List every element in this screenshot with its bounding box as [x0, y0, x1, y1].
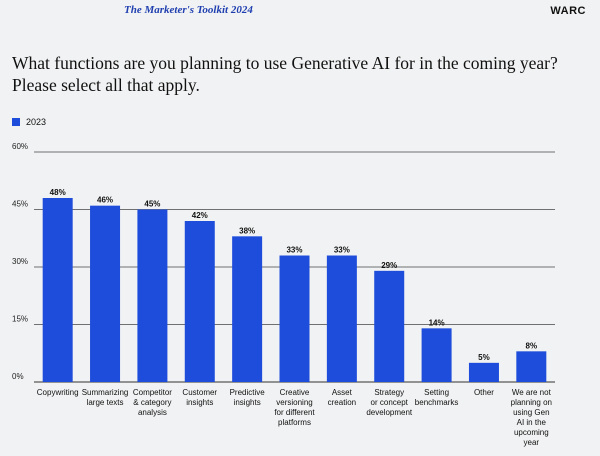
x-tick-label-line: year: [524, 438, 540, 447]
x-tick-label-line: Creative: [280, 388, 310, 397]
x-tick-label-line: & category: [133, 398, 171, 407]
x-tick-label-line: platforms: [278, 418, 311, 427]
chart-legend: 2023: [12, 116, 46, 128]
data-label: 38%: [239, 226, 255, 235]
x-tick-label: Asset creation: [328, 388, 356, 407]
data-label: 42%: [192, 211, 208, 220]
x-tick-label: Strategy or concept development: [366, 388, 413, 417]
data-label: 46%: [97, 196, 113, 205]
data-label: 48%: [50, 188, 66, 197]
bar: [42, 198, 73, 382]
y-tick-label: 60%: [12, 142, 28, 151]
x-tick-label-line: using Gen: [513, 408, 549, 417]
bar: [516, 351, 547, 382]
x-tick-label-line: creation: [328, 398, 356, 407]
x-tick-label-line: Customer: [182, 388, 217, 397]
bar: [137, 209, 168, 382]
x-tick-label-line: insights: [234, 398, 261, 407]
x-tick-label: Competitor & category analysis: [133, 388, 172, 417]
x-tick-label-line: for different: [274, 408, 315, 417]
x-tick-label: Other: [474, 388, 494, 397]
x-tick-label-line: benchmarks: [415, 398, 459, 407]
data-label: 5%: [478, 353, 490, 362]
x-tick-label: Customer insights: [182, 388, 217, 407]
x-tick-label-line: Other: [474, 388, 494, 397]
y-tick-label: 30%: [12, 257, 28, 266]
x-tick-label-line: Predictive: [230, 388, 266, 397]
x-tick-label-line: analysis: [138, 408, 167, 417]
x-tick-label-line: large texts: [87, 398, 124, 407]
x-tick-label-line: development: [366, 408, 413, 417]
x-tick-label: Summarizing large texts: [82, 388, 129, 407]
data-label: 33%: [286, 246, 302, 255]
x-tick-label-line: AI in the: [517, 418, 547, 427]
x-tick-label-line: versioning: [276, 398, 312, 407]
legend-swatch: [12, 118, 20, 126]
x-tick-label-line: Strategy: [374, 388, 404, 397]
x-tick-label: Copywriting: [37, 388, 79, 397]
y-tick-label: 0%: [12, 372, 24, 381]
data-label: 14%: [429, 318, 445, 327]
x-tick-label-line: insights: [186, 398, 213, 407]
x-tick-label-line: or concept: [371, 398, 409, 407]
x-tick-label-line: We are not: [512, 388, 552, 397]
x-tick-label-line: Setting: [424, 388, 449, 397]
x-tick-label: We are not planning on using Gen AI in the u…: [511, 388, 552, 447]
data-label: 8%: [526, 341, 538, 350]
bar: [468, 362, 499, 382]
bar: [421, 328, 452, 382]
x-tick-label-line: Asset: [332, 388, 353, 397]
data-label: 29%: [381, 261, 397, 270]
y-tick-label: 45%: [12, 200, 28, 209]
bar: [90, 205, 121, 382]
legend-label: 2023: [26, 117, 47, 127]
x-tick-label-line: Summarizing: [82, 388, 129, 397]
bar: [326, 255, 357, 382]
x-tick-label: Creative versioning for different platforms: [274, 388, 315, 427]
x-tick-label-line: planning on: [511, 398, 552, 407]
data-label: 33%: [334, 246, 350, 255]
x-tick-label-line: upcoming: [514, 428, 549, 437]
bar: [232, 236, 263, 382]
brand-logo: WARC: [550, 5, 586, 17]
chart-title: What functions are you planning to use G…: [12, 53, 558, 95]
y-tick-label: 15%: [12, 315, 28, 324]
bar: [374, 270, 405, 382]
x-tick-label-line: Competitor: [133, 388, 172, 397]
x-tick-label: Setting benchmarks: [415, 388, 459, 407]
bar: [279, 255, 310, 382]
x-tick-label-line: Copywriting: [37, 388, 79, 397]
data-label: 45%: [144, 200, 160, 209]
report-title: The Marketer's Toolkit 2024: [124, 4, 253, 16]
top-bar: The Marketer's Toolkit 2024 WARC: [0, 0, 600, 24]
x-tick-label: Predictive insights: [230, 388, 266, 407]
bar: [184, 221, 215, 382]
